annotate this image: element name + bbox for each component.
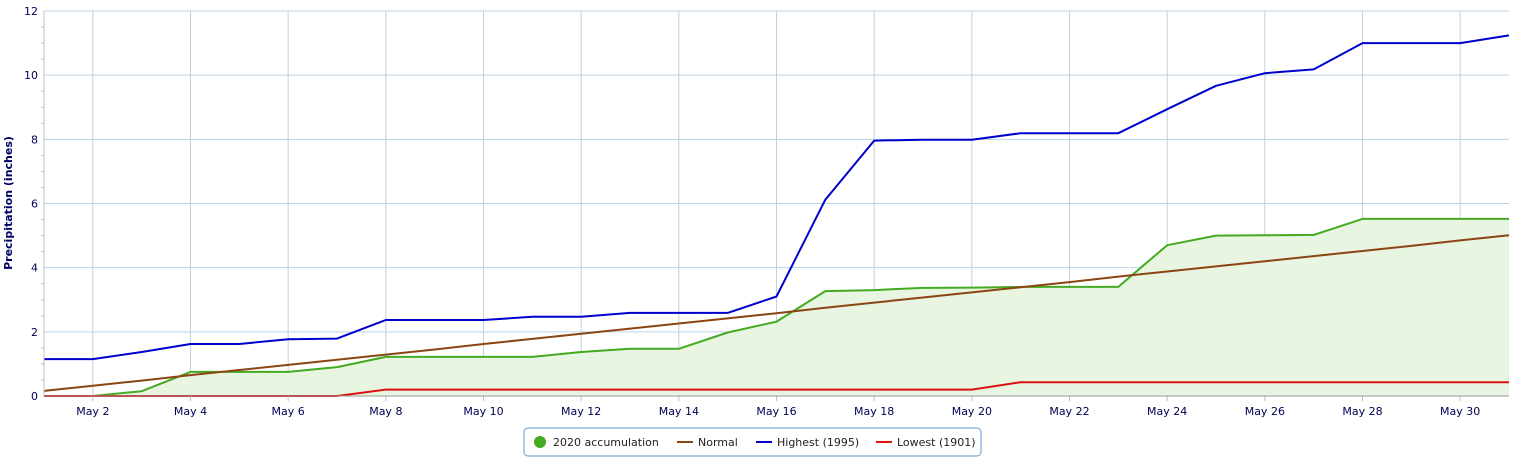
- x-tick-label: May 8: [369, 405, 402, 418]
- legend-item[interactable]: Highest (1995): [756, 436, 859, 449]
- legend-item[interactable]: 2020 accumulation: [534, 436, 659, 449]
- area-layer: [44, 218, 1509, 396]
- legend-box: [523, 427, 982, 457]
- x-tick-label: May 20: [952, 405, 992, 418]
- x-tick-label: May 14: [659, 405, 699, 418]
- y-tick-label: 10: [24, 69, 38, 82]
- legend-label: Lowest (1901): [897, 436, 976, 449]
- legend-item[interactable]: Lowest (1901): [876, 436, 976, 449]
- x-tick-label: May 6: [272, 405, 305, 418]
- area-fill-2020-accumulation: [44, 218, 1509, 396]
- series-line-normal: [43, 234, 1510, 392]
- grid: [44, 10, 1509, 397]
- series-lines: [43, 34, 1510, 397]
- series-line-2020-accumulation: [44, 217, 1509, 397]
- legend: 2020 accumulation Normal Highest (1995) Low…: [523, 427, 982, 457]
- x-tick-label: May 16: [756, 405, 796, 418]
- y-tick-label: 8: [31, 133, 38, 146]
- x-tick-label: May 2: [76, 405, 109, 418]
- x-tick-label: May 4: [174, 405, 207, 418]
- y-tick-label: 12: [24, 5, 38, 18]
- legend-label: Normal: [698, 436, 738, 449]
- x-tick-label: May 24: [1147, 405, 1187, 418]
- x-tick-label: May 22: [1049, 405, 1089, 418]
- y-tick-label: 6: [31, 198, 38, 211]
- legend-marker-circle: [534, 436, 546, 448]
- y-tick-label: 0: [31, 390, 38, 403]
- x-tick-label: May 18: [854, 405, 894, 418]
- x-tick-label: May 12: [561, 405, 601, 418]
- x-tick-label: May 30: [1440, 405, 1480, 418]
- y-tick-label: 2: [31, 326, 38, 339]
- legend-label: Highest (1995): [777, 436, 859, 449]
- x-tick-label: May 10: [463, 405, 503, 418]
- x-tick-label: May 28: [1342, 405, 1382, 418]
- axes: 0 2 4 6 8 10 12 May 2 May 4 May 6 May 8 May 10 May 1…: [24, 5, 1509, 418]
- y-tick-label: 4: [31, 262, 38, 275]
- y-axis-title: Precipitation (inches): [2, 136, 15, 270]
- series-line-highest-1995: [44, 34, 1510, 361]
- legend-item[interactable]: Normal: [677, 436, 738, 449]
- x-tick-label: May 26: [1245, 405, 1285, 418]
- legend-label: 2020 accumulation: [553, 436, 659, 449]
